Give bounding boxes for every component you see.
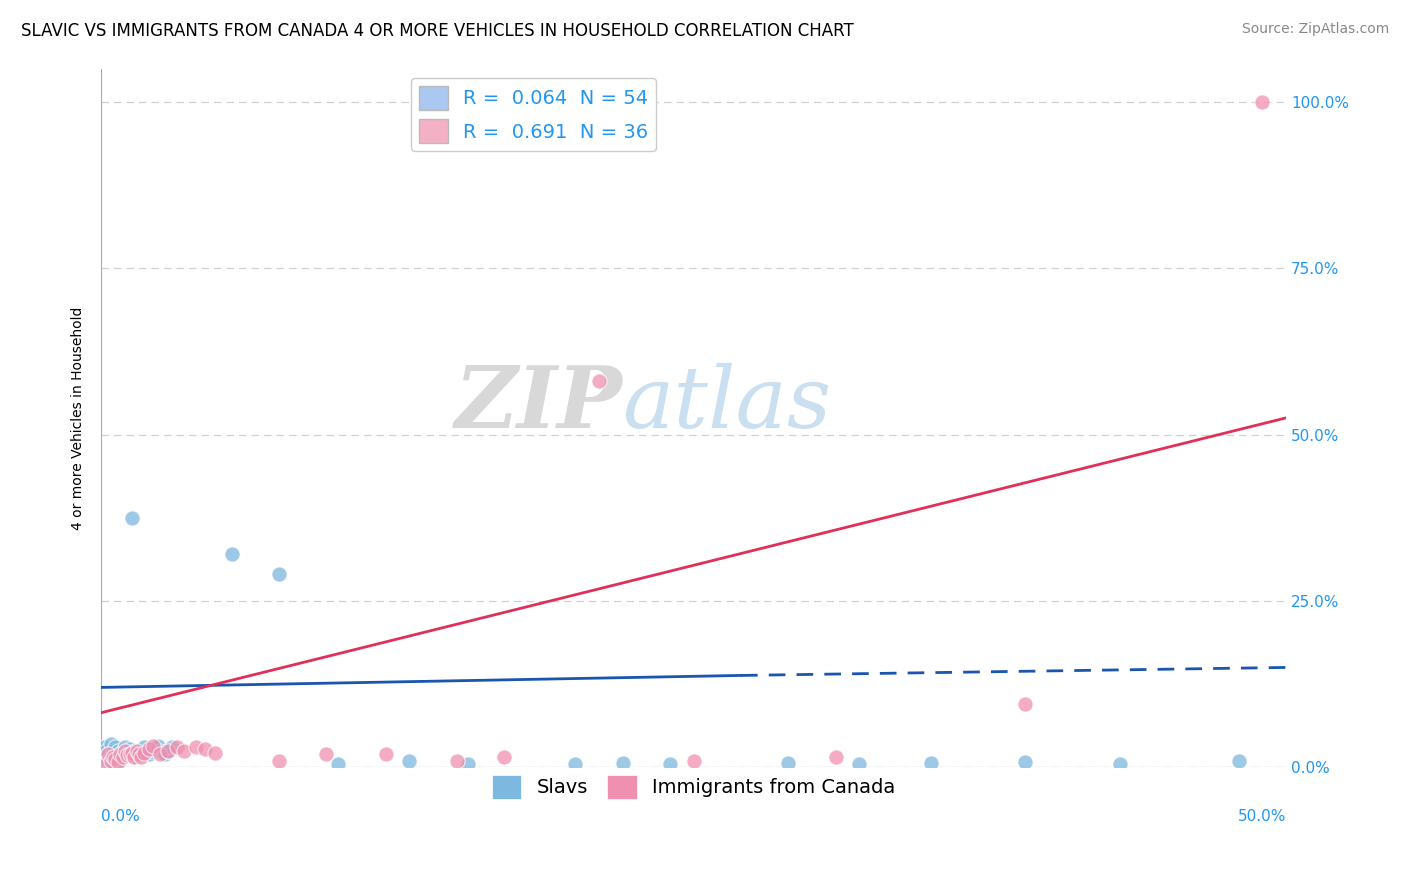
Point <box>101 754 124 768</box>
Point <box>824 750 846 764</box>
Point <box>138 747 160 761</box>
Point <box>138 741 160 756</box>
Point <box>94 744 117 758</box>
Point <box>374 747 396 761</box>
Point <box>108 747 131 761</box>
Point <box>132 748 155 763</box>
Point <box>145 740 167 755</box>
Point <box>128 747 150 761</box>
Point <box>142 741 165 756</box>
Point <box>111 744 134 758</box>
Point <box>107 755 129 769</box>
Point <box>114 747 136 761</box>
Point <box>588 374 610 388</box>
Point <box>564 756 586 771</box>
Point <box>612 756 634 770</box>
Point <box>131 744 153 758</box>
Point <box>93 740 115 755</box>
Point <box>146 739 169 753</box>
Point <box>152 746 174 760</box>
Point <box>121 746 143 760</box>
Point <box>457 756 479 771</box>
Text: 50.0%: 50.0% <box>1237 809 1286 824</box>
Point <box>104 752 127 766</box>
Point <box>682 754 704 768</box>
Point <box>149 744 172 758</box>
Point <box>398 754 420 768</box>
Point <box>658 756 681 771</box>
Point <box>132 746 155 760</box>
Point <box>121 510 143 524</box>
Point <box>184 740 207 755</box>
Point <box>149 747 172 761</box>
Point <box>1251 95 1274 109</box>
Point <box>124 750 146 764</box>
Point <box>108 754 131 768</box>
Point <box>101 744 124 758</box>
Point <box>1227 754 1250 768</box>
Point <box>104 740 127 755</box>
Point <box>446 754 468 768</box>
Point <box>125 744 148 758</box>
Point <box>107 750 129 764</box>
Point <box>100 737 122 751</box>
Point <box>920 756 942 770</box>
Point <box>778 756 800 770</box>
Point <box>114 740 136 755</box>
Legend: Slavs, Immigrants from Canada: Slavs, Immigrants from Canada <box>484 767 903 806</box>
Point <box>101 750 124 764</box>
Point <box>108 747 131 761</box>
Point <box>315 747 337 761</box>
Point <box>128 747 150 761</box>
Point <box>97 747 120 761</box>
Point <box>153 747 176 761</box>
Point <box>156 744 179 758</box>
Point <box>97 747 120 761</box>
Y-axis label: 4 or more Vehicles in Household: 4 or more Vehicles in Household <box>72 306 86 530</box>
Point <box>118 741 141 756</box>
Point <box>162 740 184 755</box>
Point <box>221 547 243 561</box>
Point <box>100 754 122 768</box>
Point <box>328 756 350 771</box>
Point <box>124 744 146 758</box>
Point <box>267 567 290 582</box>
Point <box>194 741 217 756</box>
Point <box>125 750 148 764</box>
Point <box>118 748 141 763</box>
Text: Source: ZipAtlas.com: Source: ZipAtlas.com <box>1241 22 1389 37</box>
Point <box>1109 756 1132 771</box>
Text: ZIP: ZIP <box>454 362 623 446</box>
Point <box>131 750 153 764</box>
Point <box>848 756 870 771</box>
Point <box>107 744 129 758</box>
Text: SLAVIC VS IMMIGRANTS FROM CANADA 4 OR MORE VEHICLES IN HOUSEHOLD CORRELATION CHA: SLAVIC VS IMMIGRANTS FROM CANADA 4 OR MO… <box>21 22 853 40</box>
Point <box>121 746 143 760</box>
Point <box>104 747 127 761</box>
Point <box>111 750 134 764</box>
Point <box>142 739 165 753</box>
Point <box>94 756 117 771</box>
Point <box>139 744 162 758</box>
Point <box>204 746 226 760</box>
Point <box>135 746 157 760</box>
Point <box>173 744 195 758</box>
Text: 0.0%: 0.0% <box>101 809 141 824</box>
Point <box>132 740 155 755</box>
Point <box>117 748 139 763</box>
Point <box>97 754 120 768</box>
Point <box>125 747 148 761</box>
Point <box>1014 755 1036 769</box>
Point <box>156 744 179 758</box>
Point <box>114 744 136 758</box>
Point <box>492 750 515 764</box>
Point <box>117 746 139 760</box>
Point <box>100 750 122 764</box>
Point <box>166 740 188 755</box>
Text: atlas: atlas <box>623 362 831 445</box>
Point <box>1014 697 1036 711</box>
Point <box>267 754 290 768</box>
Point <box>118 747 141 761</box>
